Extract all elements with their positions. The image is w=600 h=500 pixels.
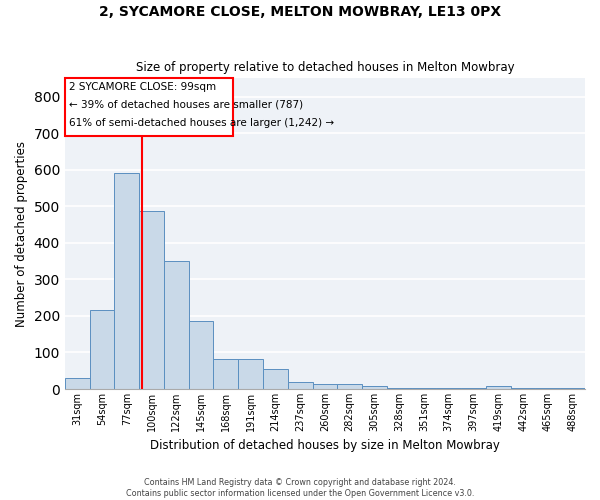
Bar (412, 388, 436, 389)
Bar (65, 378, 89, 389)
Bar (263, 369, 288, 389)
Title: Size of property relative to detached houses in Melton Mowbray: Size of property relative to detached ho… (136, 62, 514, 74)
Bar (313, 384, 337, 389)
Bar (436, 388, 461, 389)
Bar (362, 386, 387, 389)
Bar (188, 322, 214, 389)
Text: Contains HM Land Registry data © Crown copyright and database right 2024.
Contai: Contains HM Land Registry data © Crown c… (126, 478, 474, 498)
Bar (387, 388, 412, 389)
Y-axis label: Number of detached properties: Number of detached properties (15, 140, 28, 326)
Text: 2 SYCAMORE CLOSE: 99sqm: 2 SYCAMORE CLOSE: 99sqm (68, 82, 215, 92)
Bar (115, 174, 139, 389)
Bar (164, 261, 188, 389)
Text: 2, SYCAMORE CLOSE, MELTON MOWBRAY, LE13 0PX: 2, SYCAMORE CLOSE, MELTON MOWBRAY, LE13 … (99, 5, 501, 19)
Bar (288, 382, 313, 389)
X-axis label: Distribution of detached houses by size in Melton Mowbray: Distribution of detached houses by size … (150, 440, 500, 452)
Bar (337, 384, 362, 389)
Bar (560, 388, 585, 389)
Bar (486, 386, 511, 389)
Bar (461, 388, 486, 389)
Text: 61% of semi-detached houses are larger (1,242) →: 61% of semi-detached houses are larger (… (68, 118, 334, 128)
Bar (139, 210, 164, 389)
Bar (511, 388, 535, 389)
Bar (535, 388, 560, 389)
Text: ← 39% of detached houses are smaller (787): ← 39% of detached houses are smaller (78… (68, 100, 302, 110)
Bar (238, 358, 263, 389)
Bar (89, 310, 115, 389)
FancyBboxPatch shape (65, 78, 233, 136)
Bar (214, 358, 238, 389)
